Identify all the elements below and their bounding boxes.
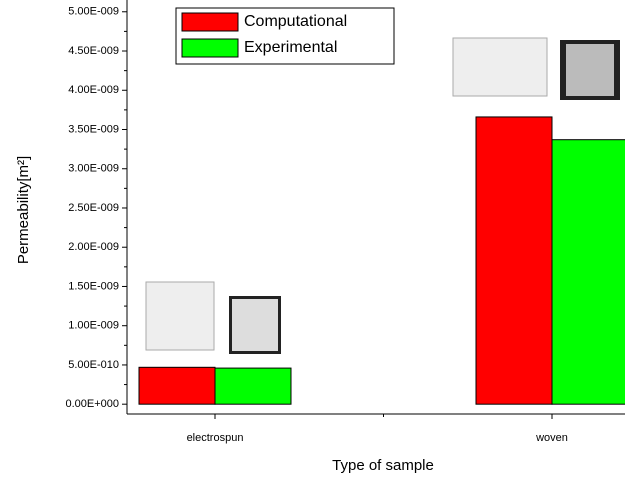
y-tick-label: 3.00E-009 bbox=[68, 163, 119, 175]
bar bbox=[215, 368, 291, 404]
y-tick-label: 2.50E-009 bbox=[68, 202, 119, 214]
y-tick-label: 0.00E+000 bbox=[65, 398, 119, 410]
y-tick-label: 1.00E-009 bbox=[68, 320, 119, 332]
chart: Type of sample Permeability[m²] electros… bbox=[0, 0, 625, 479]
y-tick-label: 5.00E-010 bbox=[68, 359, 119, 371]
electrospun-photo bbox=[232, 299, 278, 351]
y-tick-label: 4.50E-009 bbox=[68, 45, 119, 57]
x-tick-label: woven bbox=[535, 432, 568, 444]
y-tick-label: 3.50E-009 bbox=[68, 123, 119, 135]
legend-label: Computational bbox=[244, 13, 347, 30]
x-axis-label: Type of sample bbox=[332, 457, 434, 474]
y-tick-label: 1.50E-009 bbox=[68, 280, 119, 292]
legend-swatch bbox=[182, 13, 238, 31]
y-tick-label: 5.00E-009 bbox=[68, 6, 119, 18]
x-tick-label: electrospun bbox=[187, 432, 244, 444]
electrospun-model-image bbox=[146, 282, 214, 350]
bar bbox=[476, 117, 552, 404]
woven-model-image bbox=[453, 38, 547, 96]
bar bbox=[552, 140, 625, 404]
y-axis-label: Permeability[m²] bbox=[15, 156, 32, 264]
legend-label: Experimental bbox=[244, 39, 337, 56]
y-tick-label: 4.00E-009 bbox=[68, 84, 119, 96]
woven-photo bbox=[566, 44, 614, 96]
legend-swatch bbox=[182, 39, 238, 57]
bar bbox=[139, 367, 215, 404]
y-tick-label: 2.00E-009 bbox=[68, 241, 119, 253]
